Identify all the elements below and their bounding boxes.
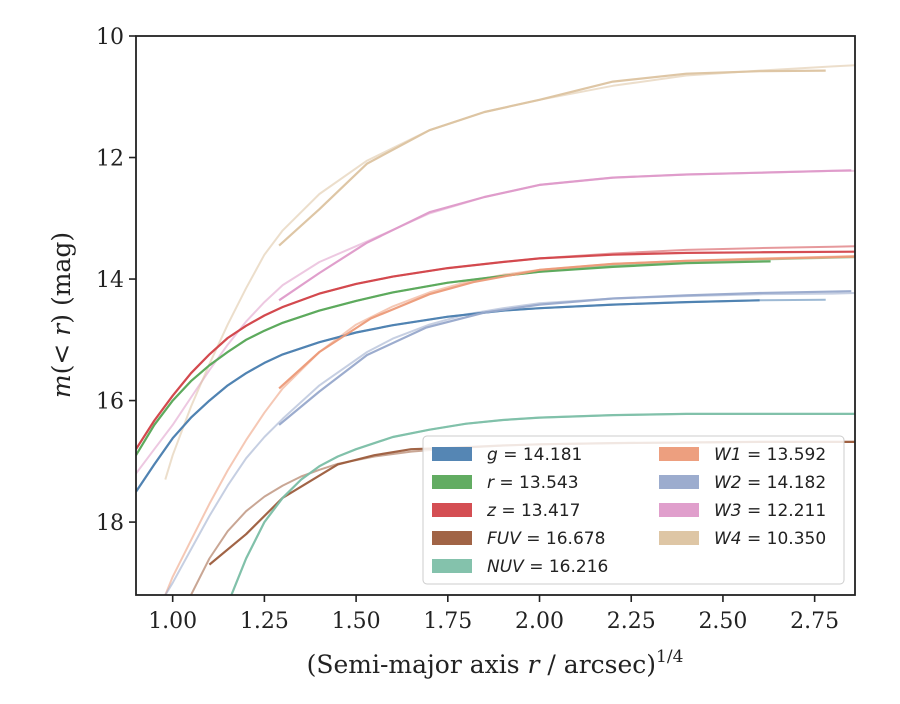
legend-label-w1: W1 = 13.592 [714, 445, 826, 465]
series-r-observed-line [136, 260, 771, 456]
y-axis-label: m(< r) (mag) [47, 232, 76, 398]
legend-swatch-w2 [659, 475, 699, 489]
legend-label-g: g = 14.181 [487, 445, 582, 465]
plot-frame [135, 35, 856, 596]
legend-swatch-w4 [659, 531, 699, 545]
legend-label-fuv: FUV = 16.678 [487, 529, 605, 549]
x-tick-label: 2.00 [515, 609, 564, 634]
legend-swatch-g [432, 447, 472, 461]
series-w2-observed-line [278, 290, 852, 426]
legend: g = 14.181 r = 13.543 z = 13.417 FUV = 16.6… [422, 435, 845, 585]
x-tick-label: 2.50 [698, 609, 747, 634]
y-tick-label: 14 [96, 268, 124, 293]
series-w4-model-line [164, 64, 855, 480]
y-tick-label: 16 [96, 390, 124, 415]
legend-box [422, 435, 845, 585]
x-axis-label: (Semi-major axis r / arcsec)1/4 [307, 647, 684, 679]
legend-swatch-fuv [432, 531, 472, 545]
x-tick-label: 1.50 [332, 609, 381, 634]
series-layer [136, 64, 855, 595]
x-tick-label: 1.00 [148, 609, 197, 634]
legend-label-nuv: NUV = 16.216 [487, 557, 608, 577]
x-tick-label: 2.75 [790, 609, 839, 634]
legend-swatch-r [432, 475, 472, 489]
legend-label-r: r = 13.543 [487, 473, 579, 493]
x-tick-label: 1.25 [240, 609, 289, 634]
y-tick-label: 12 [96, 147, 124, 172]
series-w3-observed-line [278, 169, 852, 302]
y-tick-label: 10 [96, 25, 124, 50]
legend-swatch-z [432, 503, 472, 517]
series-g-observed-line [136, 299, 760, 493]
series-w1-observed-line [278, 255, 855, 390]
series-w4-observed-line [278, 69, 826, 247]
series-z-observed-line [136, 250, 855, 450]
legend-label-w3: W3 = 12.211 [714, 501, 826, 521]
legend-label-w2: W2 = 14.182 [714, 473, 826, 493]
y-tick-label: 18 [96, 511, 124, 536]
ticks-layer: 1.00 1.25 1.50 1.75 2.00 2.25 2.50 2.75 10 12 14 16… [96, 25, 839, 634]
series-nuv-observed-line [230, 412, 855, 595]
x-tick-label: 2.25 [607, 609, 656, 634]
legend-swatch-nuv [432, 559, 472, 573]
legend-label-z: z = 13.417 [486, 501, 580, 521]
legend-swatch-w1 [659, 447, 699, 461]
legend-label-w4: W4 = 10.350 [714, 529, 826, 549]
x-tick-label: 1.75 [423, 609, 472, 634]
legend-swatch-w3 [659, 503, 699, 517]
